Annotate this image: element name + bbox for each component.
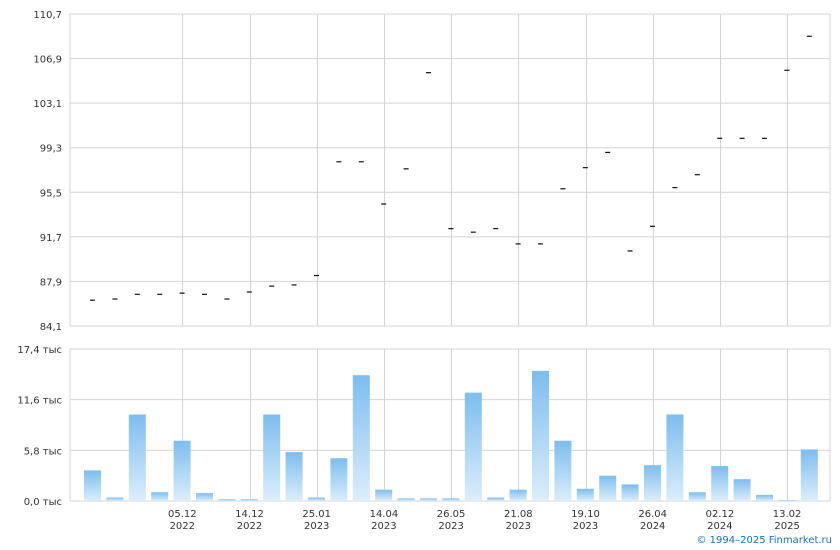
x-tick-day: 14.04 bbox=[370, 509, 399, 520]
price-tick-label: 106,9 bbox=[33, 55, 62, 66]
volume-tick-label: 11,6 тыс bbox=[17, 396, 62, 407]
x-tick-day: 21.08 bbox=[504, 509, 533, 520]
x-tick-year: 2022 bbox=[170, 521, 195, 532]
x-tick-year: 2022 bbox=[237, 521, 262, 532]
x-tick-year: 2023 bbox=[573, 521, 598, 532]
volume-bar bbox=[330, 458, 348, 501]
price-tick-label: 110,7 bbox=[33, 10, 62, 21]
volume-bar bbox=[576, 488, 594, 501]
volume-bar bbox=[420, 498, 437, 501]
volume-bar bbox=[509, 489, 527, 501]
price-panel-frame bbox=[69, 13, 831, 327]
x-tick-year: 2025 bbox=[774, 521, 799, 532]
volume-bar bbox=[196, 493, 213, 501]
volume-bar bbox=[487, 497, 505, 501]
x-tick-day: 13.02 bbox=[773, 509, 802, 520]
volume-bar bbox=[733, 479, 751, 501]
x-tick-day: 26.05 bbox=[437, 509, 466, 520]
volume-bar bbox=[644, 465, 661, 501]
volume-bar bbox=[106, 497, 124, 501]
x-tick-day: 25.01 bbox=[302, 509, 331, 520]
price-tick-label: 99,3 bbox=[40, 144, 62, 155]
x-tick-day: 14.12 bbox=[235, 509, 264, 520]
volume-bar bbox=[375, 489, 393, 501]
volume-bar bbox=[666, 414, 684, 501]
price-tick-label: 103,1 bbox=[33, 99, 62, 110]
volume-tick-label: 17,4 тыс bbox=[17, 345, 62, 356]
volume-bar bbox=[151, 492, 169, 501]
x-tick-year: 2023 bbox=[304, 521, 329, 532]
volume-bar bbox=[397, 498, 415, 501]
x-tick-year: 2023 bbox=[371, 521, 396, 532]
volume-bar bbox=[532, 370, 549, 501]
volume-bar bbox=[554, 440, 572, 501]
volume-tick-label: 5,8 тыс bbox=[24, 446, 62, 457]
price-tick-label: 87,9 bbox=[40, 277, 62, 288]
volume-bar bbox=[778, 500, 796, 501]
volume-bar bbox=[800, 449, 818, 501]
volume-bar bbox=[263, 414, 281, 501]
price-tick-label: 95,5 bbox=[40, 188, 62, 199]
volume-bar bbox=[352, 375, 370, 501]
x-tick-year: 2024 bbox=[640, 521, 665, 532]
x-axis: 05.12202214.12202225.01202314.04202326.0… bbox=[168, 509, 840, 532]
volume-bar bbox=[308, 497, 325, 501]
price-tick-label: 84,1 bbox=[40, 322, 62, 333]
volume-bar bbox=[84, 470, 101, 501]
volume-bar bbox=[464, 392, 482, 501]
volume-bar bbox=[599, 475, 617, 501]
x-tick-year: 2024 bbox=[707, 521, 732, 532]
x-tick-year: 2023 bbox=[438, 521, 463, 532]
volume-bar bbox=[688, 492, 706, 501]
volume-bar bbox=[285, 452, 303, 501]
volume-tick-label: 0,0 тыс bbox=[24, 497, 62, 508]
x-tick-year: 2023 bbox=[506, 521, 531, 532]
volume-bar bbox=[240, 499, 258, 501]
volume-bar bbox=[128, 414, 146, 501]
volume-bar bbox=[621, 484, 639, 501]
x-tick-day: 02.12 bbox=[706, 509, 735, 520]
credit-text[interactable]: © 1994–2025 Finmarket.ru bbox=[696, 535, 832, 546]
volume-bar bbox=[173, 440, 191, 501]
volume-bar bbox=[218, 499, 236, 501]
volume-bar bbox=[711, 466, 729, 501]
volume-panel: 0,0 тыс 5,8 тыс 11,6 тыс 17,4 тыс bbox=[17, 345, 831, 508]
x-tick-day: 19.10 bbox=[571, 509, 600, 520]
x-tick-day: 05.12 bbox=[168, 509, 197, 520]
price-panel: 84,1 87,9 91,7 95,5 99,3 103,1 106,9 110,7 bbox=[33, 10, 831, 333]
price-tick-label: 91,7 bbox=[40, 233, 62, 244]
volume-bar bbox=[756, 494, 773, 501]
volume-bar bbox=[442, 498, 460, 501]
x-tick-day: 26.04 bbox=[638, 509, 667, 520]
